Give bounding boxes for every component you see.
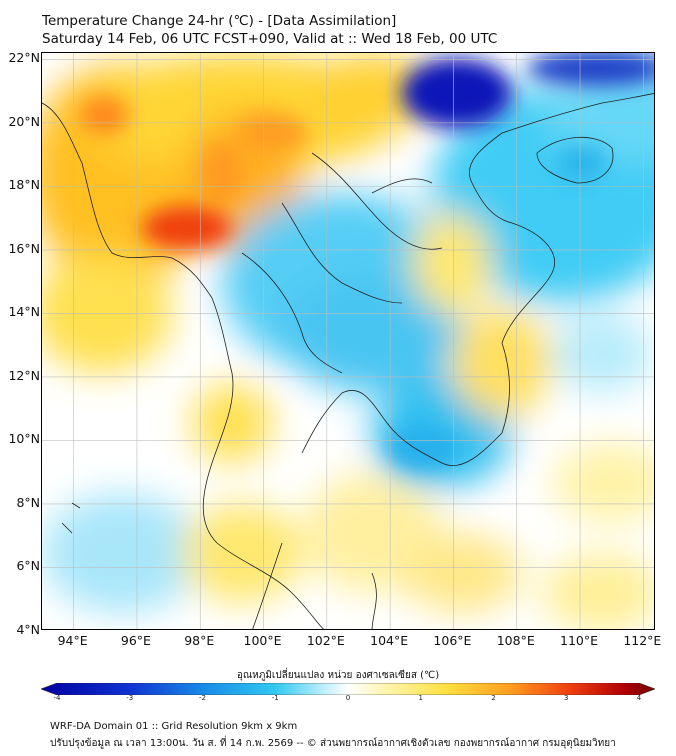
latitude-label: 4°N — [16, 622, 40, 637]
longitude-label: 106°E — [433, 633, 472, 648]
longitude-label: 112°E — [623, 633, 662, 648]
latitude-label: 6°N — [16, 558, 40, 574]
colorbar-tick-label: 0 — [345, 694, 351, 702]
longitude-label: 108°E — [496, 633, 535, 648]
map-subtitle: Saturday 14 Feb, 06 UTC FCST+090, Valid … — [42, 31, 498, 47]
latitude-label: 16°N — [8, 240, 40, 256]
latitude-label: 10°N — [8, 431, 40, 447]
colorbar-tick-label: -1 — [271, 694, 279, 702]
colorbar-title: อุณหภูมิเปลี่ยนแปลง หน่วย องศาเซลเซียส (… — [236, 670, 440, 681]
longitude-label: 96°E — [120, 633, 151, 648]
colorbar-tick-label: 2 — [491, 694, 496, 702]
latitude-label: 8°N — [16, 494, 40, 510]
longitude-label: 94°E — [57, 633, 88, 648]
latitude-label: 18°N — [8, 177, 40, 193]
map-area[interactable] — [41, 52, 655, 630]
longitude-label: 98°E — [184, 633, 215, 648]
colorbar-tick-label: 3 — [564, 694, 569, 702]
latitude-label: 20°N — [8, 113, 40, 129]
longitude-label: 104°E — [370, 633, 409, 648]
colorbar-tick-label: -3 — [126, 694, 134, 702]
longitude-label: 110°E — [560, 633, 599, 648]
colorbar-tick-label: 1 — [418, 694, 423, 702]
footer-update-info: ปรับปรุงข้อมูล ณ เวลา 13:00น. วัน ส. ที่… — [50, 738, 616, 749]
colorbar — [40, 680, 656, 696]
longitude-label: 100°E — [243, 633, 282, 648]
latitude-label: 14°N — [8, 304, 40, 320]
map-title: Temperature Change 24-hr (℃) - [Data Ass… — [42, 13, 397, 29]
longitude-label: 102°E — [306, 633, 345, 648]
latitude-label: 12°N — [8, 367, 40, 383]
colorbar-tick-label: -2 — [199, 694, 206, 702]
colorbar-tick-label: 4 — [636, 694, 642, 702]
colorbar-tick-label: -4 — [53, 694, 61, 702]
temperature-field — [42, 53, 654, 629]
footer-domain-info: WRF-DA Domain 01 :: Grid Resolution 9km … — [50, 721, 298, 732]
latitude-label: 22°N — [8, 50, 40, 66]
